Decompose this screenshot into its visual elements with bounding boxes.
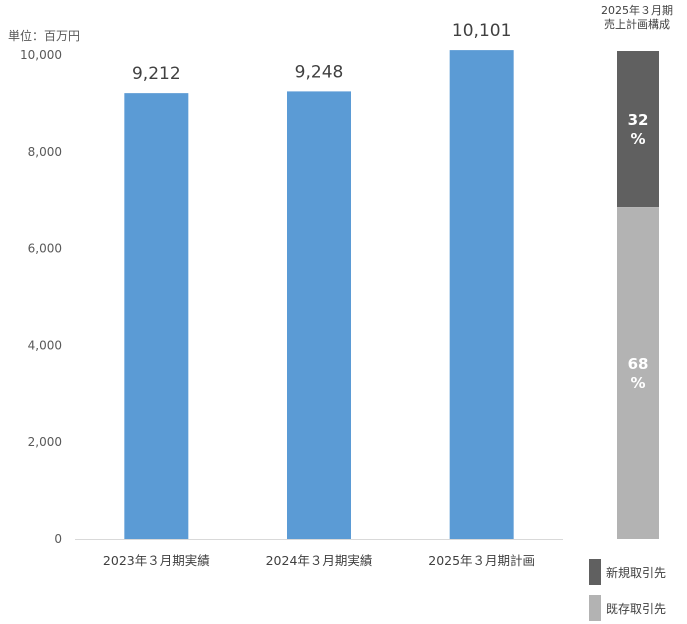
y-tick-label: 6,000 xyxy=(28,242,62,256)
composition-segment-2 xyxy=(617,207,659,539)
x-tick-label: 2025年３月期計画 xyxy=(428,553,535,568)
bar-1 xyxy=(124,93,189,540)
composition-title-line-1: 2025年３月期 xyxy=(601,3,673,17)
x-tick-label: 2023年３月期実績 xyxy=(103,553,210,568)
unit-label: 単位：百万円 xyxy=(8,28,80,43)
bar-3 xyxy=(449,50,514,539)
y-tick-label: 10,000 xyxy=(20,48,62,62)
x-tick-label: 2024年３月期実績 xyxy=(266,553,373,568)
y-tick-label: 0 xyxy=(54,532,62,546)
bar-value-label: 9,248 xyxy=(295,62,344,82)
legend-label-2: 既存取引先 xyxy=(606,602,666,616)
composition-value-label: 68 xyxy=(628,355,649,373)
y-tick-label: 2,000 xyxy=(28,435,62,449)
composition-value-label: 32 xyxy=(628,111,649,129)
composition-value-unit: % xyxy=(630,130,645,148)
composition-title-line-2: 売上計画構成 xyxy=(604,17,670,31)
bar-value-label: 9,212 xyxy=(132,64,181,84)
legend-label-1: 新規取引先 xyxy=(606,565,666,580)
y-tick-label: 4,000 xyxy=(28,338,62,352)
composition-segment-1 xyxy=(617,51,659,208)
bar-2 xyxy=(287,91,351,540)
y-tick-label: 8,000 xyxy=(28,145,62,159)
composition-value-unit: % xyxy=(630,374,645,392)
bar-value-label: 10,101 xyxy=(452,21,511,41)
legend-swatch-2 xyxy=(589,595,601,621)
legend-swatch-1 xyxy=(589,559,601,585)
